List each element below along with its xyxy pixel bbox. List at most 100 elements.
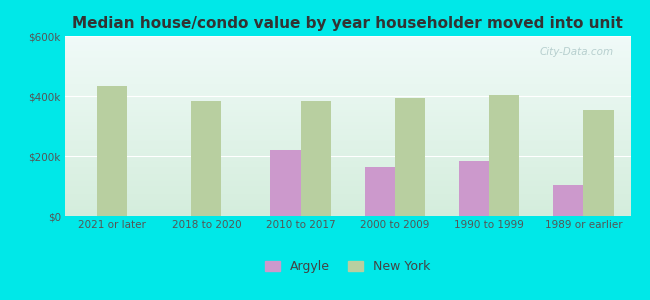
Bar [65,56,630,57]
Bar [65,102,630,103]
Bar [65,129,630,130]
Bar [65,179,630,180]
Bar [65,202,630,203]
Bar [300,101,331,216]
Bar [65,85,630,86]
Bar [65,205,630,206]
Bar [65,87,630,88]
Bar [65,184,630,185]
Bar [65,195,630,196]
Bar [65,141,630,142]
Bar [65,117,630,118]
Bar [65,60,630,61]
Bar [65,201,630,202]
Bar [65,67,630,68]
Bar [65,113,630,114]
Bar [65,108,630,109]
Bar [65,199,630,200]
Bar [65,153,630,154]
Bar [65,112,630,113]
Bar [65,84,630,85]
Bar [65,74,630,75]
Bar [65,164,630,165]
Bar [65,114,630,115]
Bar [65,159,630,160]
Bar [65,38,630,39]
Bar [65,161,630,162]
Bar [65,136,630,137]
Bar [65,178,630,179]
Bar [65,157,630,158]
Bar [65,105,630,106]
Text: City-Data.com: City-Data.com [540,47,614,57]
Bar [65,70,630,71]
Bar [65,119,630,120]
Bar [65,100,630,101]
Bar [65,150,630,151]
Bar [65,90,630,91]
Title: Median house/condo value by year householder moved into unit: Median house/condo value by year househo… [72,16,623,31]
Bar [65,151,630,152]
Bar [65,50,630,51]
Bar [65,123,630,124]
Bar [65,71,630,72]
Bar [65,192,630,193]
Bar [65,138,630,139]
Bar [65,183,630,184]
Bar [65,85,630,86]
Bar [65,51,630,52]
Bar [65,171,630,172]
Bar [65,177,630,178]
Bar [395,98,425,216]
Bar [65,94,630,95]
Bar [65,165,630,166]
Bar [65,202,630,203]
Bar [65,77,630,78]
Bar [65,116,630,117]
Bar [65,193,630,194]
Bar [65,53,630,54]
Bar [65,160,630,161]
Bar [65,86,630,87]
Bar [459,161,489,216]
Bar [65,212,630,213]
Bar [65,163,630,164]
Bar [65,131,630,132]
Bar [65,73,630,74]
Bar [65,99,630,100]
Bar [191,100,222,216]
Bar [65,97,630,98]
Bar [65,106,630,107]
Bar [553,184,584,216]
Bar [65,189,630,190]
Bar [65,95,630,96]
Bar [65,59,630,60]
Bar [65,130,630,131]
Bar [65,162,630,163]
Bar [65,169,630,170]
Bar [65,166,630,167]
Bar [65,107,630,108]
Bar [65,118,630,119]
Bar [65,187,630,188]
Bar [65,82,630,83]
Bar [65,197,630,198]
Bar [65,93,630,94]
Bar [65,167,630,168]
Bar [65,143,630,144]
Bar [65,124,630,125]
Bar [65,47,630,48]
Bar [65,121,630,122]
Bar [65,208,630,209]
Bar [65,43,630,44]
Bar [65,37,630,38]
Bar [65,58,630,59]
Bar [65,207,630,208]
Bar [270,150,300,216]
Bar [65,173,630,174]
Bar [65,181,630,182]
Bar [65,120,630,121]
Bar [65,101,630,102]
Bar [65,211,630,212]
Bar [65,103,630,104]
